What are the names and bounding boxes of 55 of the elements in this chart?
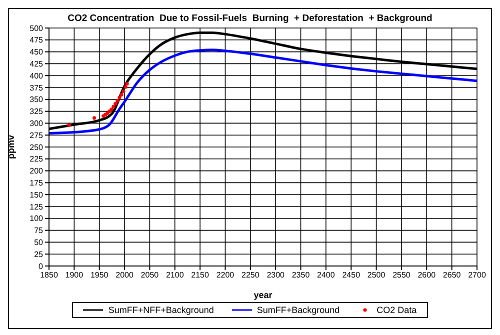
y-tick-label: 50 [34, 238, 44, 248]
x-tick-label: 2000 [116, 270, 134, 280]
legend-label: CO2 Data [376, 305, 417, 315]
point [112, 104, 116, 108]
x-tick-label: 2050 [140, 270, 160, 280]
x-tick-label: 2150 [191, 270, 210, 280]
point [116, 99, 120, 103]
y-tick-label: 275 [30, 130, 44, 140]
y-tick-label: 175 [30, 178, 44, 188]
y-tick-label: 125 [30, 202, 44, 212]
x-tick-label: 2650 [442, 270, 462, 280]
y-tick-label: 375 [30, 83, 44, 92]
y-tick-label: 25 [34, 250, 44, 259]
y-tick-label: 250 [30, 142, 44, 152]
x-tick-label: 1900 [65, 270, 84, 280]
y-tick-label: 100 [30, 214, 44, 224]
point [125, 82, 129, 86]
y-tick-label: 325 [30, 107, 44, 116]
x-tick-label: 2350 [292, 270, 310, 280]
x-tick-label: 2200 [216, 270, 235, 280]
y-tick-label: 450 [30, 48, 44, 57]
y-tick-label: 75 [34, 226, 44, 236]
x-tick-label: 2600 [418, 270, 436, 280]
y-tick-label: 475 [30, 36, 44, 45]
y-tick-label: 350 [30, 95, 44, 104]
point [122, 90, 126, 94]
y-tick-label: 225 [30, 154, 44, 164]
x-tick-label: 2700 [468, 270, 486, 280]
x-tick-label: 1950 [90, 270, 109, 280]
point [124, 85, 128, 89]
y-tick-label: 300 [30, 119, 44, 128]
x-tick-label: 2550 [392, 270, 411, 280]
point [118, 96, 122, 100]
x-tick-label: 2450 [342, 270, 361, 280]
x-tick-label: 1850 [40, 270, 58, 280]
y-tick-label: 500 [30, 24, 44, 33]
point [92, 116, 96, 120]
point [67, 123, 71, 127]
y-tick-label: 200 [30, 166, 44, 176]
y-tick-label: 0 [38, 262, 44, 271]
y-tick-label: 400 [30, 71, 44, 80]
y-tick-label: 150 [30, 190, 44, 200]
x-tick-label: 2100 [166, 270, 184, 280]
x-tick-label: 2300 [266, 270, 286, 280]
x-tick-label: 2250 [242, 270, 260, 280]
legend-label: SumFF+NFF+Background [108, 305, 214, 315]
y-tick-label: 425 [30, 60, 44, 69]
x-tick-label: 2500 [367, 270, 386, 280]
x-tick-label: 2400 [317, 270, 336, 280]
legend-label: SumFF+Background [256, 305, 340, 315]
chart-title: CO2 Concentration Due to Fossil-Fuels Burning + Deforestation + Background [66, 12, 434, 24]
y-axis-title: ppmv [6, 134, 16, 160]
x-axis-title: year [254, 290, 273, 300]
point [114, 102, 118, 106]
point [120, 92, 124, 96]
